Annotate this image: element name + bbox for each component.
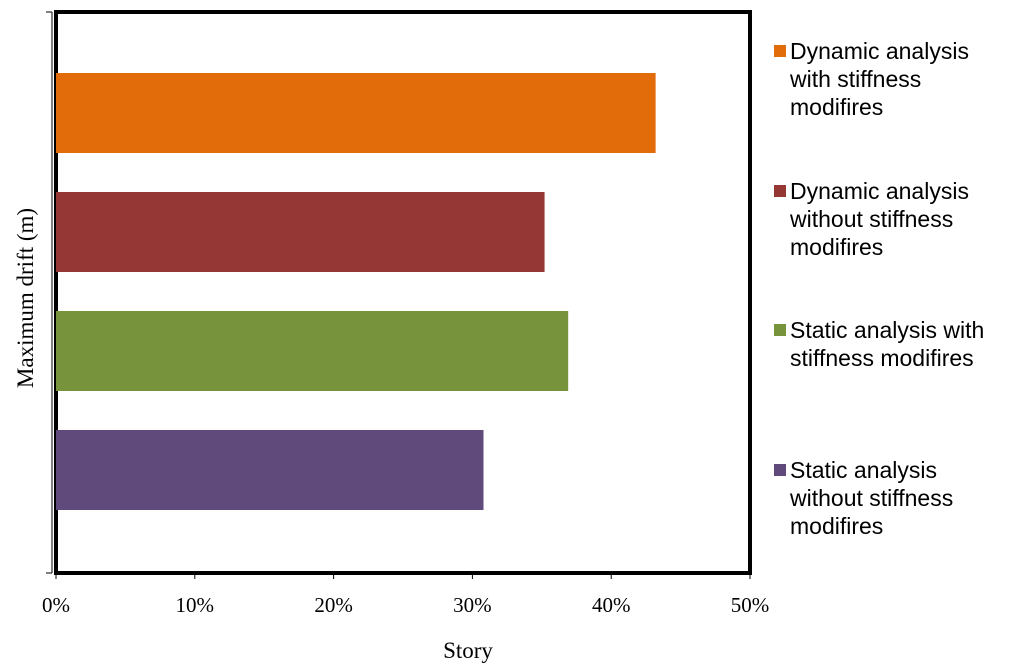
x-tick-label: 10% xyxy=(176,593,215,617)
legend-label-1: Dynamic analysis xyxy=(790,38,969,64)
y-axis-title: Maximum drift (m) xyxy=(13,208,38,388)
legend-label-1: with stiffness xyxy=(789,66,921,92)
bar-3 xyxy=(56,311,569,391)
legend-swatch-1 xyxy=(774,45,786,57)
legend-label-2: Dynamic analysis xyxy=(790,178,969,204)
legend-label-3: Static analysis with xyxy=(790,317,984,343)
bar-4 xyxy=(56,430,484,510)
x-tick-label: 20% xyxy=(314,593,353,617)
legend-swatch-2 xyxy=(774,185,786,197)
legend-label-1: modifires xyxy=(790,94,883,120)
bar-2 xyxy=(56,192,545,272)
legend-label-4: modifires xyxy=(790,513,883,539)
legend-label-4: Static analysis xyxy=(790,457,937,483)
x-ticks-group: 0% 10% 20% 30% 40% 50% xyxy=(42,11,770,617)
x-tick-label: 30% xyxy=(453,593,492,617)
legend-label-2: without stiffness xyxy=(789,206,953,232)
legend-label-4: without stiffness xyxy=(789,485,953,511)
x-axis-title: Story xyxy=(443,638,493,663)
legend-swatch-4 xyxy=(774,464,786,476)
x-tick-label: 50% xyxy=(731,593,770,617)
bar-1 xyxy=(56,73,656,153)
bars-group xyxy=(56,73,656,510)
x-tick-label: 0% xyxy=(42,593,70,617)
legend-label-3: stiffness modifires xyxy=(790,345,974,371)
x-tick-label: 40% xyxy=(592,593,631,617)
legend-label-2: modifires xyxy=(790,234,883,260)
legend-swatch-3 xyxy=(774,324,786,336)
